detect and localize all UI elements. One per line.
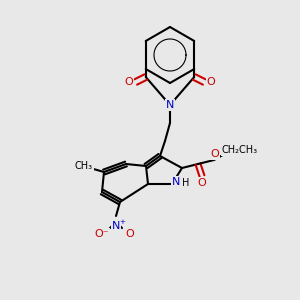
Text: N: N [112, 221, 120, 231]
Text: O: O [211, 149, 219, 159]
Text: O: O [198, 178, 206, 188]
Text: O: O [126, 229, 134, 239]
Text: H: H [182, 178, 189, 188]
Text: O: O [207, 77, 216, 87]
Text: CH₃: CH₃ [75, 161, 93, 171]
Text: +: + [119, 219, 125, 225]
Text: O: O [124, 77, 133, 87]
Text: CH₂CH₃: CH₂CH₃ [222, 145, 258, 155]
Text: O⁻: O⁻ [95, 229, 109, 239]
Text: N: N [172, 177, 180, 187]
Text: N: N [166, 100, 174, 110]
